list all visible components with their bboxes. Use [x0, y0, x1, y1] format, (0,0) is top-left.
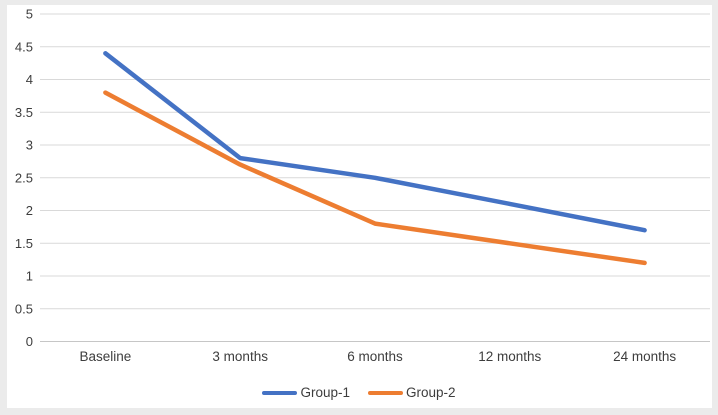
legend-label: Group-2	[406, 385, 456, 401]
y-tick-label: 3.5	[15, 105, 33, 120]
x-category-label: Baseline	[80, 349, 132, 364]
y-tick-label: 2.5	[15, 170, 33, 185]
x-category-label: 12 months	[478, 349, 541, 364]
legend-swatch-group-1	[262, 390, 298, 396]
y-tick-label: 4	[26, 72, 33, 87]
y-tick-label: 2	[26, 203, 33, 218]
x-category-label: 6 months	[347, 349, 403, 364]
x-category-label: 3 months	[212, 349, 268, 364]
y-tick-label: 0.5	[15, 301, 33, 316]
y-tick-label: 5	[26, 7, 33, 22]
legend-item-group-2: Group-2	[368, 386, 456, 400]
chart-panel	[7, 5, 712, 408]
y-tick-label: 4.5	[15, 39, 33, 54]
y-tick-label: 3	[26, 138, 33, 153]
y-tick-label: 0	[26, 334, 33, 349]
y-tick-label: 1	[26, 269, 33, 284]
legend-label: Group-1	[300, 385, 350, 401]
legend-item-group-1: Group-1	[262, 386, 350, 400]
x-category-label: 24 months	[613, 349, 676, 364]
y-tick-label: 1.5	[15, 236, 33, 251]
legend-swatch-group-2	[368, 390, 403, 396]
series-line-group-2	[103, 90, 647, 266]
chart-legend: Group-1 Group-2	[0, 383, 718, 403]
series-line-group-1	[103, 51, 647, 233]
